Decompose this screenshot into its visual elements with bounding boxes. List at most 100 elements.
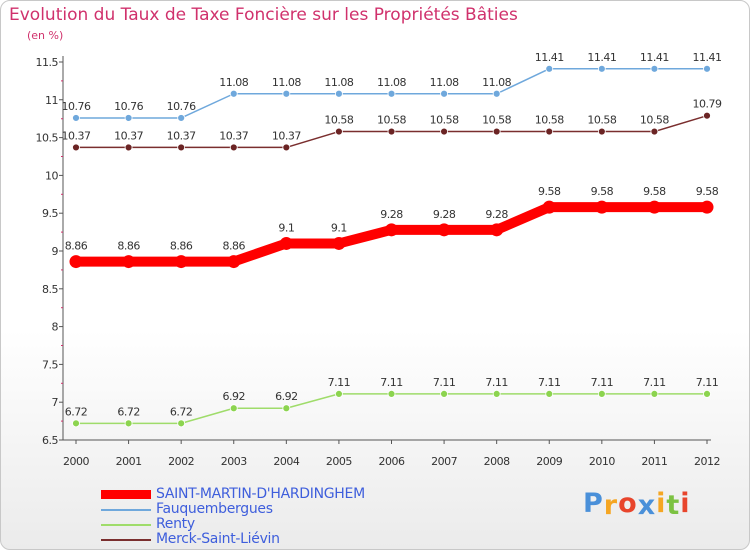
x-tick-label: 2006: [379, 455, 405, 468]
data-point: [650, 127, 659, 136]
data-label: 8.86: [170, 240, 193, 253]
data-point: [703, 389, 711, 398]
data-label: 10.37: [114, 129, 143, 142]
data-label: 9.28: [433, 208, 456, 221]
data-label: 7.11: [643, 376, 666, 389]
data-label: 11.41: [587, 51, 616, 64]
proxiti-logo: Proxiti: [583, 488, 691, 521]
data-point: [437, 223, 451, 237]
y-tick-label: 9.5: [42, 207, 58, 220]
data-label: 10.58: [535, 114, 564, 127]
data-point: [124, 114, 133, 122]
y-axis-unit: (en %): [27, 29, 64, 42]
data-label: 10.58: [482, 114, 511, 127]
data-point: [124, 143, 133, 152]
data-label: 7.11: [538, 376, 561, 389]
data-label: 11.08: [377, 76, 406, 89]
data-point: [69, 255, 83, 269]
y-tick-label: 7.5: [42, 358, 58, 371]
legend-label: Fauquembergues: [156, 501, 273, 517]
data-label: 9.1: [278, 221, 294, 234]
x-tick-label: 2009: [536, 455, 562, 468]
data-label: 11.08: [219, 76, 248, 89]
data-label: 9.58: [591, 185, 614, 198]
data-point: [177, 143, 186, 152]
data-point: [174, 255, 188, 269]
data-label: 10.76: [114, 100, 143, 113]
data-point: [542, 200, 556, 214]
data-label: 10.58: [377, 114, 406, 127]
data-label: 11.08: [482, 76, 511, 89]
y-tick-label: 9: [52, 245, 59, 258]
data-label: 11.08: [272, 76, 301, 89]
x-tick-label: 2005: [326, 455, 352, 468]
y-tick-label: 11.5: [36, 56, 59, 69]
data-label: 9.28: [485, 208, 508, 221]
data-label: 10.79: [693, 98, 722, 111]
data-point: [227, 255, 241, 269]
data-label: 6.72: [170, 405, 193, 418]
y-tick-label: 10.5: [36, 132, 59, 145]
x-tick-label: 2010: [589, 455, 615, 468]
legend-swatch: [101, 524, 151, 526]
data-point: [122, 255, 136, 269]
x-tick-label: 2011: [641, 455, 667, 468]
data-point: [282, 143, 291, 152]
data-label: 6.72: [117, 405, 140, 418]
data-point: [440, 127, 448, 136]
data-label: 11.08: [324, 76, 353, 89]
data-point: [335, 389, 343, 398]
x-tick-label: 2001: [116, 455, 142, 468]
chart-title: Evolution du Taux de Taxe Foncière sur l…: [9, 5, 518, 25]
y-tick-label: 8: [52, 321, 59, 334]
data-point: [650, 64, 659, 73]
x-tick-label: 2012: [694, 455, 720, 468]
data-point: [72, 143, 80, 152]
data-point: [597, 127, 606, 136]
data-point: [700, 200, 714, 214]
data-point: [72, 114, 80, 122]
data-point: [703, 64, 711, 73]
y-tick-label: 7: [52, 396, 59, 409]
legend-swatch: [101, 490, 151, 499]
data-label: 10.58: [640, 114, 669, 127]
logo-letter: P: [583, 488, 604, 519]
data-label: 7.11: [433, 376, 456, 389]
data-point: [177, 419, 186, 428]
y-tick-label: 10: [45, 169, 58, 182]
legend-label: Renty: [156, 516, 195, 532]
x-tick-label: 2000: [63, 455, 89, 468]
x-tick-label: 2002: [168, 455, 194, 468]
data-point: [492, 127, 501, 136]
data-label: 10.37: [272, 129, 301, 142]
data-point: [229, 404, 238, 413]
data-label: 11.41: [693, 51, 722, 64]
data-label: 6.92: [275, 390, 298, 403]
data-label: 7.11: [485, 376, 508, 389]
y-tick-label: 8.5: [42, 283, 58, 296]
logo-letter: r: [603, 490, 619, 521]
data-point: [647, 200, 661, 214]
x-tick-label: 2003: [221, 455, 247, 468]
data-label: 8.86: [223, 240, 246, 253]
data-point: [124, 419, 133, 428]
legend-label: SAINT-MARTIN-D'HARDINGHEM: [156, 486, 365, 502]
data-label: 7.11: [696, 376, 719, 389]
data-point: [335, 89, 343, 98]
data-point: [492, 389, 501, 398]
data-point: [177, 114, 186, 122]
x-tick-label: 2004: [273, 455, 299, 468]
data-point: [282, 404, 291, 413]
data-point: [279, 236, 293, 250]
data-point: [387, 389, 396, 398]
x-tick-label: 2007: [431, 455, 457, 468]
data-label: 11.41: [640, 51, 669, 64]
data-label: 10.76: [62, 100, 91, 113]
data-label: 6.92: [223, 390, 246, 403]
data-point: [229, 143, 238, 152]
data-point: [387, 127, 396, 136]
data-label: 8.86: [65, 240, 88, 253]
data-point: [385, 223, 398, 237]
data-label: 10.58: [587, 114, 616, 127]
